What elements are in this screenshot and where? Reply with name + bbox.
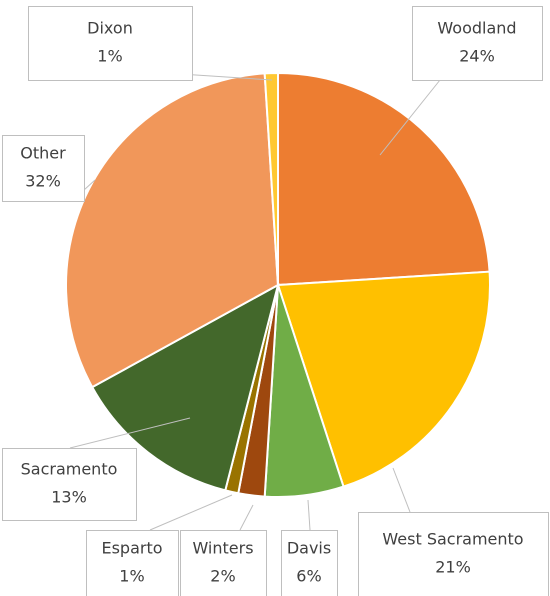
label-box xyxy=(28,6,193,81)
leader-line xyxy=(307,499,311,531)
category-label: Sacramento xyxy=(21,460,118,479)
leader-line xyxy=(149,494,233,531)
pie-slice xyxy=(90,283,280,492)
data-label: Dixon 1% xyxy=(28,6,273,81)
category-label: West Sacramento xyxy=(382,530,523,549)
value-label: 2% xyxy=(210,567,235,586)
value-label: 13% xyxy=(51,488,87,507)
label-box xyxy=(281,530,338,596)
leader-line xyxy=(83,179,96,191)
label-box xyxy=(2,135,85,202)
pie-slice xyxy=(277,71,491,287)
category-label: Woodland xyxy=(437,19,516,38)
value-label: 1% xyxy=(119,567,144,586)
label-box xyxy=(180,530,267,596)
label-box xyxy=(412,6,543,81)
label-box xyxy=(86,530,179,596)
category-label: Other xyxy=(20,144,66,163)
data-label: Esparto 1% xyxy=(86,494,233,596)
data-label: Other 32% xyxy=(2,135,96,202)
label-box xyxy=(358,512,549,596)
leader-line xyxy=(392,467,411,513)
category-label: Davis xyxy=(287,539,331,558)
data-label: Woodland 24% xyxy=(379,6,543,156)
data-label: Davis 6% xyxy=(281,499,338,596)
value-label: 24% xyxy=(459,47,495,66)
category-label: Esparto xyxy=(101,539,162,558)
data-label: West Sacramento 21% xyxy=(358,467,549,596)
value-label: 1% xyxy=(97,47,122,66)
value-label: 21% xyxy=(435,558,471,577)
data-label: Winters 2% xyxy=(180,504,267,596)
pie-slice xyxy=(263,71,279,286)
pie-slice xyxy=(276,270,491,488)
data-label: Sacramento 13% xyxy=(2,417,191,521)
value-label: 32% xyxy=(25,172,61,191)
value-label: 6% xyxy=(296,567,321,586)
category-label: Winters xyxy=(192,539,253,558)
label-box xyxy=(2,448,137,521)
category-label: Dixon xyxy=(87,19,133,38)
leader-line xyxy=(69,417,191,449)
leader-line xyxy=(239,504,254,531)
leader-line xyxy=(379,79,441,156)
